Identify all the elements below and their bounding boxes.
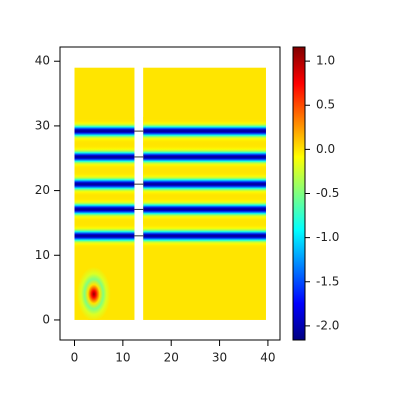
band [74,221,135,251]
field [74,67,266,320]
band [143,116,266,146]
y-tick-label: 0 [42,312,50,326]
band [143,221,266,251]
y-tick-label: 30 [35,118,50,132]
y-tick-label: 10 [35,248,50,262]
hot-spot [76,266,111,320]
x-tick-label: 30 [212,351,227,365]
colorbar-tick-label: -0.5 [316,186,339,200]
band [143,142,266,172]
colorbar-tick-label: -1.0 [316,230,339,244]
band [74,169,135,199]
x-tick-label: 20 [164,351,179,365]
band [143,169,266,199]
x-tick-label: 10 [115,351,130,365]
band [74,142,135,172]
x-tick-label: 0 [71,351,79,365]
colorbar-fill [293,47,305,340]
colorbar-tick-label: -1.5 [316,274,339,288]
colorbar-tick-label: 0.5 [316,98,335,112]
colorbar-tick-label: 1.0 [316,54,335,68]
plot-frame [59,46,281,341]
band [74,116,135,146]
band [74,195,135,224]
y-tick-label: 40 [35,54,50,68]
colorbar-tick-label: 0.0 [316,142,335,156]
x-tick-label: 40 [260,351,275,365]
y-tick-label: 20 [35,183,50,197]
colorbar-tick-label: -2.0 [316,318,339,332]
band [143,195,266,224]
